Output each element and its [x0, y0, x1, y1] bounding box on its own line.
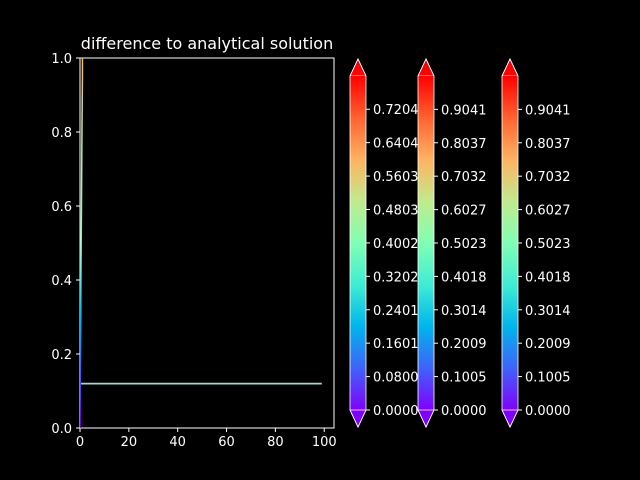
x-tick-label: 20: [121, 435, 138, 450]
colorbar-extend-max: [349, 58, 367, 77]
colorbar-tick-label: 0.5023: [441, 237, 487, 252]
y-tick-label: 0.2: [51, 348, 72, 363]
plot-series: [80, 58, 322, 428]
colorbar-tick-label: 0.6027: [525, 204, 571, 219]
colorbar-body: [502, 76, 518, 410]
colorbar-tick-label: 0.5023: [525, 237, 571, 252]
colorbar-tick-label: 0.7032: [525, 170, 571, 185]
colorbar-tick-label: 0.0800: [373, 371, 419, 386]
series-line: [80, 58, 84, 428]
x-tick-label: 80: [267, 435, 284, 450]
colorbar-tick-label: 0.2009: [525, 337, 571, 352]
y-tick-label: 0.6: [51, 200, 72, 215]
colorbar-extend-min: [501, 409, 519, 428]
colorbar-tick-label: 0.6404: [373, 137, 419, 152]
colorbar-tick-label: 0.1005: [525, 371, 571, 386]
y-tick-label: 0.4: [51, 274, 72, 289]
x-tick-label: 0: [76, 435, 84, 450]
colorbar-tick-label: 0.3202: [373, 270, 419, 285]
colorbar-tick-label: 0.6027: [441, 204, 487, 219]
colorbar-tick-label: 0.9041: [441, 103, 487, 118]
x-tick-label: 40: [169, 435, 186, 450]
colorbar-tick-label: 0.1601: [373, 337, 419, 352]
colorbar-tick-label: 0.8037: [441, 137, 487, 152]
colorbar-extend-max: [501, 58, 519, 77]
colorbar-extend-min: [349, 409, 367, 428]
colorbar-tick-label: 0.0000: [525, 404, 571, 419]
chart-title: difference to analytical solution: [81, 34, 333, 53]
colorbar-tick-label: 0.2401: [373, 304, 419, 319]
colorbar: 0.0000 0.1005 0.2009 0.3014 0.4018 0.5023 0.60…: [417, 58, 487, 428]
colorbar-extend-min: [417, 409, 435, 428]
colorbar-tick-label: 0.2009: [441, 337, 487, 352]
y-tick-label: 0.8: [51, 126, 72, 141]
colorbar-body: [418, 76, 434, 410]
colorbar-tick-label: 0.9041: [525, 103, 571, 118]
x-tick-label: 100: [312, 435, 337, 450]
colorbar-tick-label: 0.0000: [373, 404, 419, 419]
colorbar-tick-label: 0.4002: [373, 237, 419, 252]
colorbar-tick-label: 0.4018: [525, 270, 571, 285]
colorbar-tick-label: 0.3014: [441, 304, 487, 319]
colorbar-tick-label: 0.1005: [441, 371, 487, 386]
colorbar-tick-label: 0.5603: [373, 170, 419, 185]
colorbar-tick-label: 0.8037: [525, 137, 571, 152]
colorbar: 0.0000 0.0800 0.1601 0.2401 0.3202 0.4002 0.48…: [349, 58, 419, 428]
colorbar-tick-label: 0.3014: [525, 304, 571, 319]
colorbar: 0.0000 0.1005 0.2009 0.3014 0.4018 0.5023 0.60…: [501, 58, 571, 428]
colorbar-extend-max: [417, 58, 435, 77]
colorbar-tick-label: 0.4018: [441, 270, 487, 285]
colorbar-tick-label: 0.0000: [441, 404, 487, 419]
colorbar-tick-label: 0.4803: [373, 203, 419, 218]
colorbar-body: [350, 76, 366, 410]
colorbars: 0.0000 0.0800 0.1601 0.2401 0.3202 0.4002 0.48…: [349, 58, 571, 428]
colorbar-tick-label: 0.7032: [441, 170, 487, 185]
y-tick-label: 1.0: [51, 52, 72, 67]
y-tick-label: 0.0: [51, 422, 72, 437]
main-axes: 0 20 40 60 80 100 0.0 0.2 0.4 0.6 0.8 1.0: [51, 52, 336, 450]
colorbar-tick-label: 0.7204: [373, 103, 419, 118]
plot-frame: [79, 57, 335, 429]
x-tick-label: 60: [218, 435, 235, 450]
